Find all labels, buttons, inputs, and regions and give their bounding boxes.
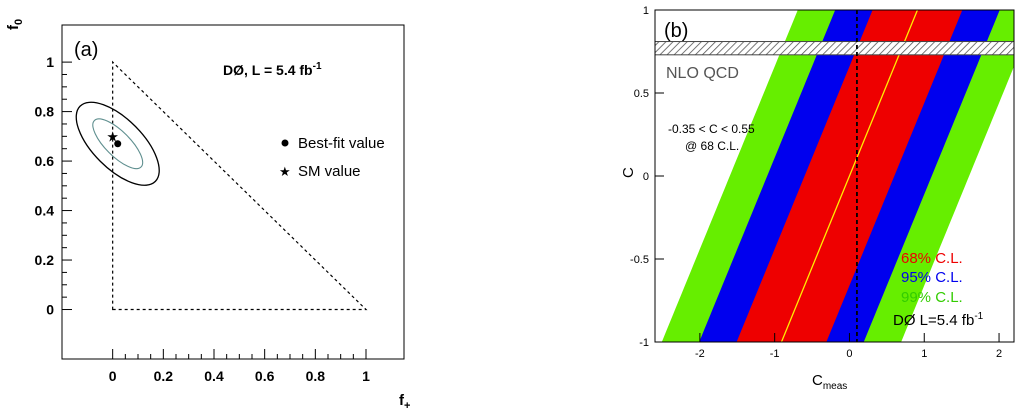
y-tick-label-a: 0.6 <box>35 153 55 169</box>
panel-a-frame <box>61 24 405 360</box>
result-text-range: -0.35 < C < 0.55 <box>668 122 755 136</box>
x-tick-label-b: 1 <box>921 348 927 360</box>
panel-b-chart: -2 -1 0 1 2 -1 -0.5 0 0.5 1 (b) NLO QCD -0.35 < C… <box>620 5 1015 392</box>
panel-a-label: (a) <box>74 39 98 61</box>
result-text-cl: @ 68 C.L. <box>685 139 739 153</box>
y-axis-label-a-sub: 0 <box>13 19 25 25</box>
svg-text:f0: f0 <box>5 19 25 30</box>
contour-inner <box>92 118 144 170</box>
x-tick-label-a: 0.6 <box>255 368 275 384</box>
y-tick-label-a: 0.4 <box>35 203 55 219</box>
x-axis-label-b: C <box>812 372 823 389</box>
y-tick-label-a: 0 <box>46 302 54 318</box>
y-tick-label-a: 0.8 <box>35 104 55 120</box>
x-tick-label-a: 0.8 <box>306 368 326 384</box>
x-tick-label-b: 0 <box>846 348 852 360</box>
y-tick-label-b: 1 <box>643 5 649 17</box>
legend-sm-label: SM value <box>298 163 361 180</box>
x-axis-label-b-sub: meas <box>823 381 847 392</box>
y-tick-label-b: -0.5 <box>630 254 649 266</box>
svg-text:DØ, L = 5.4 fb-1: DØ, L = 5.4 fb-1 <box>223 61 322 78</box>
x-axis-label-a: f <box>399 392 405 409</box>
y-axis-label-b: C <box>620 167 637 178</box>
x-tick-label-a: 0.4 <box>204 368 224 384</box>
y-tick-label-b: -1 <box>639 337 649 349</box>
panel-b-annotation: DØ L=5.4 fb <box>893 312 974 329</box>
contour-outer <box>75 101 160 186</box>
panel-a-chart: 0 0.2 0.4 0.6 0.8 1 0 0.2 0.4 0.6 0.8 1 ★ (a) DØ, L… <box>5 19 410 412</box>
x-tick-label-a: 1 <box>362 368 370 384</box>
panel-a-annotation: DØ, L = 5.4 fb <box>223 62 313 78</box>
svg-text:Cmeas: Cmeas <box>812 372 847 392</box>
x-tick-label-b: -1 <box>770 348 780 360</box>
x-tick-label-a: 0.2 <box>154 368 174 384</box>
legend-95-label: 95% C.L. <box>901 269 963 286</box>
physical-region-triangle <box>112 60 368 311</box>
sm-value-star: ★ <box>106 130 119 145</box>
nlo-qcd-band <box>655 41 1014 56</box>
y-tick-label-a: 1 <box>46 54 54 70</box>
y-axis-label-a: f <box>5 24 22 30</box>
x-tick-label-b: 2 <box>996 348 1002 360</box>
legend-best-fit-marker <box>281 139 289 147</box>
y-tick-label-b: 0 <box>643 171 649 183</box>
x-tick-label-a: 0 <box>109 368 117 384</box>
legend-99-label: 99% C.L. <box>901 289 963 306</box>
nlo-qcd-label: NLO QCD <box>666 65 739 82</box>
center-line <box>780 10 919 342</box>
svg-text:f+: f+ <box>399 392 410 412</box>
legend-68-label: 68% C.L. <box>901 250 963 267</box>
x-axis-label-a-sub: + <box>404 400 410 412</box>
y-tick-label-b: 0.5 <box>634 88 649 100</box>
y-tick-label-a: 0.2 <box>35 252 55 268</box>
best-fit-point <box>114 140 122 148</box>
x-tick-label-b: -2 <box>695 348 705 360</box>
panel-b-annotation-sup: -1 <box>974 311 983 322</box>
svg-text:DØ L=5.4 fb-1: DØ L=5.4 fb-1 <box>893 311 984 329</box>
panel-b-label: (b) <box>664 20 688 42</box>
panel-a-annotation-sup: -1 <box>313 61 322 72</box>
legend-best-fit-label: Best-fit value <box>298 135 385 152</box>
legend-sm-marker: ★ <box>279 164 291 179</box>
